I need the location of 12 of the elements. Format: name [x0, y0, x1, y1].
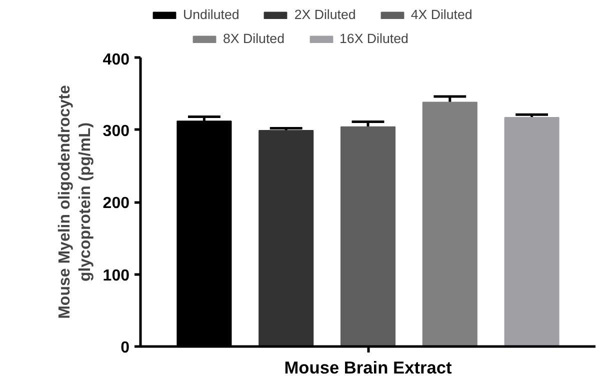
legend-label: 2X Diluted	[294, 7, 356, 22]
legend-label: 8X Diluted	[223, 31, 284, 46]
legend-label: 4X Diluted	[410, 7, 472, 22]
legend-label: Undiluted	[183, 7, 240, 22]
y-tick-label: 200	[102, 195, 130, 212]
y-tick-label: 0	[120, 340, 130, 356]
y-tick-label: 300	[102, 122, 130, 140]
y-tick-label: 100	[102, 267, 130, 284]
y-tick-label: 400	[102, 52, 130, 68]
x-tick-label: Mouse Brain Extract	[284, 358, 452, 378]
y-axis-title: Mouse Myelin oligodendrocyte glycoprotein (pg/mL)	[56, 84, 94, 319]
legend-label: 16X Diluted	[340, 31, 408, 46]
